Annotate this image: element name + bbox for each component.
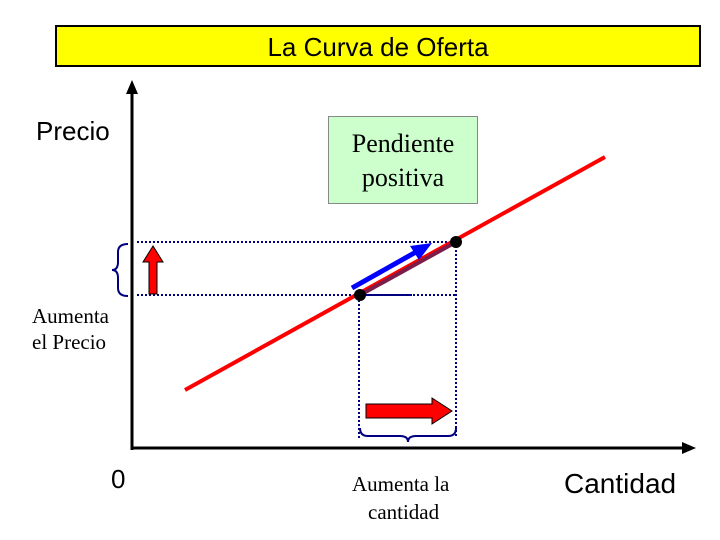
y-axis-arrowhead [126,80,138,94]
slope-arrow-head [410,243,432,260]
point-initial [354,289,366,301]
slope-arrow [350,249,418,291]
title-banner: La Curva de Oferta [55,25,701,67]
supply-curve-highlight [359,240,457,297]
slope-callout: Pendiente positiva [328,116,478,204]
quantity-brace [359,427,457,443]
quantity-right-arrow-icon [365,397,453,425]
x-axis-arrowhead [682,442,696,454]
callout-line-1: Pendiente [351,129,455,158]
price-annotation-line-1: Aumenta [32,304,109,328]
callout-line-2: positiva [361,163,445,192]
quantity-annotation-line-2: cantidad [368,500,440,524]
y-axis-label: Precio [36,116,110,146]
quantity-annotation-line-1: Aumenta la [352,472,450,496]
x-axis-label: Cantidad [564,468,677,499]
price-annotation-line-2: el Precio [32,330,107,354]
origin-label: 0 [111,464,126,494]
price-up-arrow-icon [142,245,164,295]
point-final [450,236,462,248]
diagram-title: La Curva de Oferta [267,32,489,62]
price-brace [111,243,129,297]
